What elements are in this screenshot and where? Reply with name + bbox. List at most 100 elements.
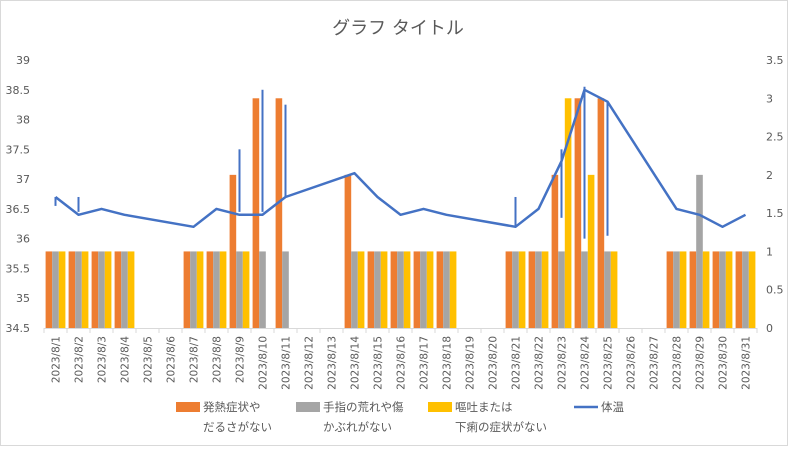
chart-title: グラフ タイトル (332, 18, 464, 39)
x-tick-label-28: 2023/8/29 (695, 336, 707, 390)
y2-tick-label-0: 0 (766, 322, 773, 335)
bar-s2-3 (127, 251, 135, 328)
x-tick-label-1: 2023/8/2 (74, 336, 86, 383)
y-tick-label-1: 35 (16, 292, 30, 305)
bar-s1-1 (75, 251, 82, 328)
bar-s2-22 (564, 98, 572, 329)
y-tick-label-7: 38 (16, 114, 30, 127)
bar-s1-14 (374, 251, 381, 328)
bar-s0-24 (597, 98, 605, 329)
y-tick-label-3: 36 (16, 233, 30, 246)
bar-s0-9 (252, 98, 260, 329)
bar-s0-13 (344, 174, 352, 328)
x-tick-label-20: 2023/8/21 (511, 336, 523, 390)
y-tick-label-5: 37 (16, 173, 30, 186)
x-tick-label-4: 2023/8/5 (143, 336, 155, 383)
x-tick-label-27: 2023/8/28 (672, 336, 684, 390)
bar-s0-3 (114, 251, 122, 328)
y2-tick-label-1: 0.5 (766, 284, 784, 297)
y2-tick-label-3: 1.5 (766, 207, 784, 220)
x-tick-label-21: 2023/8/22 (534, 336, 546, 390)
y-tick-label-0: 34.5 (6, 322, 31, 335)
bar-s1-23 (581, 251, 588, 328)
bar-s0-28 (689, 251, 697, 328)
bar-s2-13 (357, 251, 365, 328)
bar-s2-17 (449, 251, 457, 328)
legend-label-2-0: 嘔吐または (455, 400, 513, 414)
bar-s2-29 (725, 251, 733, 328)
bar-s2-7 (219, 251, 227, 328)
bar-s0-20 (505, 251, 513, 328)
bar-s1-10 (282, 251, 289, 328)
x-tick-label-25: 2023/8/26 (626, 336, 638, 390)
bar-s2-27 (679, 251, 687, 328)
bar-s1-2 (98, 251, 105, 328)
y2-tick-label-6: 3 (766, 92, 773, 105)
y2-tick-label-2: 1 (766, 245, 773, 258)
bar-s0-2 (91, 251, 99, 328)
bar-s1-22 (558, 251, 565, 328)
x-tick-label-19: 2023/8/20 (488, 336, 500, 390)
bar-s1-17 (443, 251, 450, 328)
bar-s0-6 (183, 251, 191, 328)
legend-label-2-1: 下痢の症状がない (455, 420, 547, 434)
bar-s1-28 (696, 174, 703, 328)
x-tick-label-0: 2023/8/1 (51, 336, 63, 383)
bar-s1-16 (420, 251, 427, 328)
legend-label-1-0: 手指の荒れや傷 (323, 400, 404, 414)
bar-s0-17 (436, 251, 444, 328)
x-tick-label-18: 2023/8/19 (465, 336, 477, 390)
x-tick-label-23: 2023/8/24 (580, 336, 592, 390)
y2-tick-label-5: 2.5 (766, 131, 784, 144)
bar-s1-21 (535, 251, 542, 328)
legend-label-1-1: かぶれがない (323, 420, 392, 434)
bar-s0-21 (528, 251, 536, 328)
bar-s0-16 (413, 251, 421, 328)
x-tick-label-10: 2023/8/11 (281, 336, 293, 390)
bar-s0-7 (206, 251, 214, 328)
x-tick-label-13: 2023/8/14 (350, 336, 362, 390)
bar-s2-2 (104, 251, 112, 328)
legend-swatch-2 (428, 402, 452, 412)
x-tick-label-3: 2023/8/4 (120, 336, 132, 383)
bar-s1-3 (121, 251, 128, 328)
y-tick-label-2: 35.5 (6, 262, 31, 275)
legend-label-0-1: だるさがない (203, 420, 272, 434)
bar-s0-29 (712, 251, 720, 328)
x-tick-label-9: 2023/8/10 (258, 336, 270, 390)
x-tick-label-29: 2023/8/30 (718, 336, 730, 390)
bar-s2-21 (541, 251, 549, 328)
y-tick-label-8: 38.5 (6, 84, 31, 97)
legend-label-3-0: 体温 (601, 400, 624, 414)
y-tick-label-6: 37.5 (6, 143, 31, 156)
bar-s0-22 (551, 174, 559, 328)
bar-s1-30 (742, 251, 749, 328)
x-tick-label-14: 2023/8/15 (373, 336, 385, 390)
bar-s2-16 (426, 251, 434, 328)
bar-s1-8 (236, 251, 243, 328)
bar-s0-10 (275, 98, 283, 329)
x-tick-label-24: 2023/8/25 (603, 336, 615, 390)
x-tick-label-2: 2023/8/3 (97, 336, 109, 383)
bar-s1-9 (259, 251, 266, 328)
x-tick-label-11: 2023/8/12 (304, 336, 316, 390)
bar-s2-30 (748, 251, 756, 328)
bar-s0-15 (390, 251, 398, 328)
bar-s1-13 (351, 251, 358, 328)
bar-s1-20 (512, 251, 519, 328)
bar-s0-8 (229, 174, 237, 328)
bar-s1-29 (719, 251, 726, 328)
bar-s0-27 (666, 251, 674, 328)
bar-s2-0 (58, 251, 66, 328)
x-tick-label-16: 2023/8/17 (419, 336, 431, 390)
legend-label-0-0: 発熱症状や (203, 400, 261, 414)
bar-s2-8 (242, 251, 250, 328)
temperature-line (54, 88, 747, 229)
bar-s0-14 (367, 251, 375, 328)
bar-s2-15 (403, 251, 411, 328)
x-tick-label-6: 2023/8/7 (189, 336, 201, 383)
bar-s2-14 (380, 251, 388, 328)
